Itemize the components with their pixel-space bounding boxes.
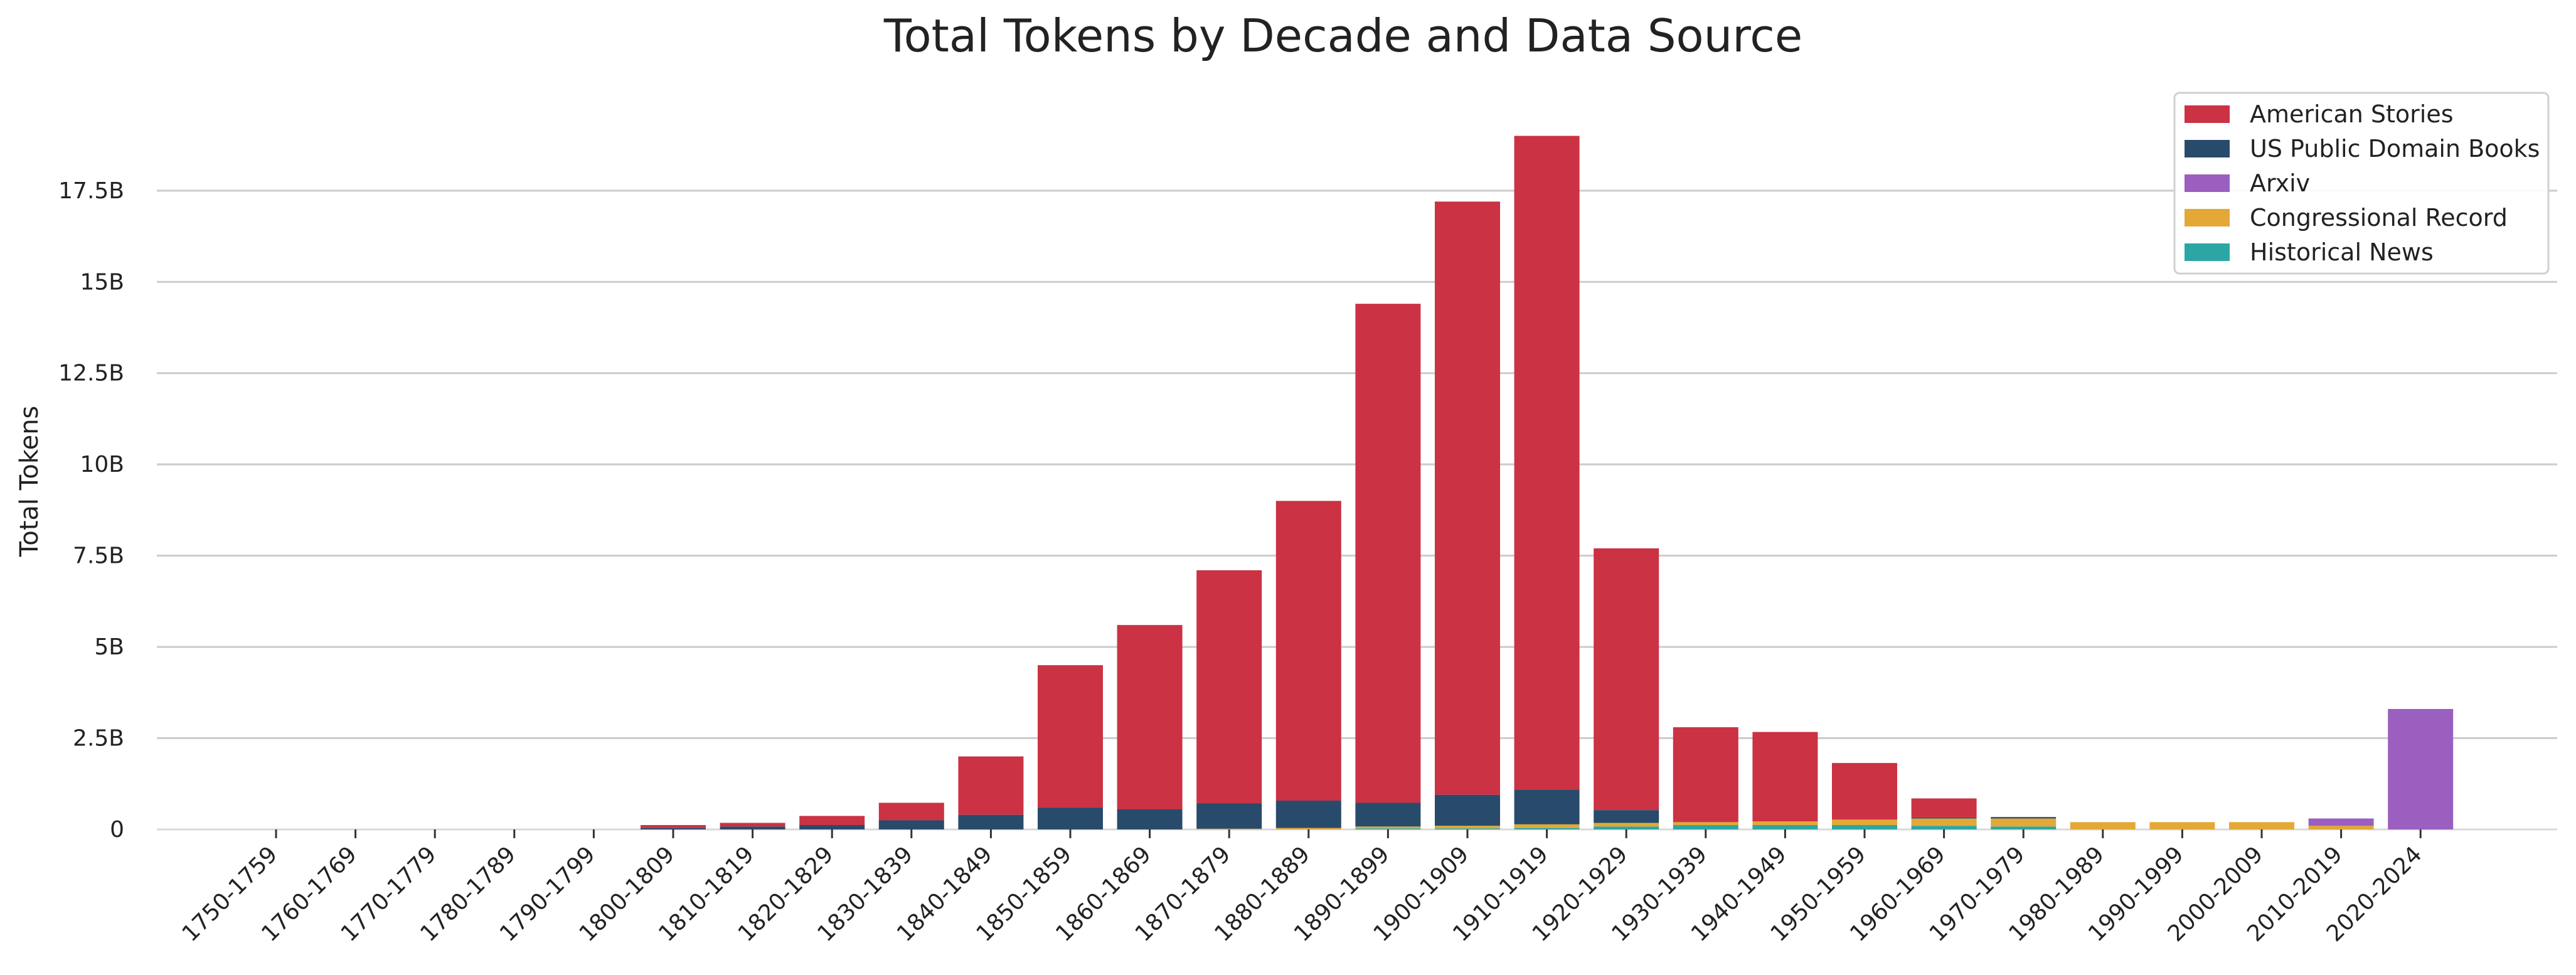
legend-label: Historical News	[2250, 238, 2434, 266]
bar-segment	[1196, 803, 1262, 829]
bar-segment	[1991, 818, 2057, 827]
bar-segment	[1514, 789, 1580, 824]
bar-segment	[1832, 819, 1897, 826]
legend-swatch	[2185, 174, 2230, 192]
bar-segment	[2308, 818, 2374, 826]
bar-segment	[720, 823, 785, 827]
bar-segment	[641, 828, 706, 829]
bar-segment	[1435, 826, 1500, 829]
legend-swatch	[2185, 209, 2230, 226]
legend-label: US Public Domain Books	[2250, 135, 2540, 162]
y-axis-label: Total Tokens	[15, 406, 44, 558]
bar-segment	[1275, 801, 1341, 828]
y-tick-label: 7.5B	[73, 543, 124, 569]
bar-segment	[1355, 828, 1421, 829]
bar-segment	[1514, 136, 1580, 790]
bar-segment	[1275, 501, 1341, 801]
y-tick-label: 0	[110, 817, 124, 843]
bar-segment	[1911, 826, 1977, 829]
y-tick-label: 5B	[94, 634, 124, 660]
legend-box	[2173, 92, 2550, 275]
bar-segment	[1752, 821, 1818, 826]
bar-segment	[1911, 817, 1977, 819]
bar-segment	[2388, 709, 2454, 829]
bar-segment	[1117, 809, 1183, 829]
bar-segment	[1832, 825, 1897, 829]
x-axis-ticks: 1750-17591760-17691770-17791780-17891790…	[178, 829, 2427, 947]
bar-segment	[1117, 625, 1183, 809]
legend-label: Arxiv	[2250, 169, 2310, 197]
legend: American Stories US Public Domain Books Ar…	[2173, 92, 2550, 275]
bar-segment	[878, 802, 944, 821]
legend-swatch	[2185, 140, 2230, 157]
bar-segment	[2070, 822, 2136, 829]
bar-segment	[878, 820, 944, 829]
y-tick-label: 15B	[80, 269, 124, 295]
bar-segment	[799, 825, 865, 829]
bar-segment	[2308, 826, 2374, 829]
bar-segment	[1038, 665, 1103, 808]
bar-segment	[1594, 823, 1659, 827]
bar-segment	[1991, 817, 2057, 819]
bar-segment	[1038, 807, 1103, 829]
bar-segment	[1435, 794, 1500, 826]
bar-segment	[2149, 822, 2215, 829]
bar-segment	[1435, 828, 1500, 829]
y-tick-label: 2.5B	[73, 726, 124, 752]
legend-label: American Stories	[2250, 100, 2454, 128]
y-tick-label: 12.5B	[58, 361, 124, 386]
y-tick-label: 10B	[80, 452, 124, 477]
bar-segment	[1673, 727, 1738, 823]
bar-segment	[1991, 826, 2057, 829]
bar-segment	[1911, 798, 1977, 818]
bar-segment	[1673, 822, 1738, 826]
y-axis-ticks: 0 2.5B 5B 7.5B 10B 12.5B 15B 17.5B	[58, 178, 124, 843]
bar-segment	[1594, 810, 1659, 823]
bar-segment	[1911, 818, 1977, 826]
bar-segment	[1514, 824, 1580, 828]
bar-segment	[958, 756, 1024, 815]
bar-segment	[2229, 822, 2294, 829]
bar-segment	[1196, 570, 1262, 804]
bars	[641, 136, 2454, 829]
bar-segment	[1594, 548, 1659, 811]
bar-segment	[1832, 763, 1897, 820]
bar-segment	[641, 825, 706, 828]
bar-segment	[1514, 828, 1580, 829]
legend-label: Congressional Record	[2250, 204, 2508, 232]
bar-segment	[720, 826, 785, 829]
bar-segment	[799, 816, 865, 826]
bar-segment	[958, 814, 1024, 829]
bar-segment	[1355, 802, 1421, 827]
bar-segment	[1752, 732, 1818, 822]
bar-segment	[1673, 825, 1738, 829]
chart-title: Total Tokens by Decade and Data Source	[883, 9, 1802, 62]
bar-segment	[1594, 826, 1659, 829]
bar-segment	[1752, 825, 1818, 829]
legend-swatch	[2185, 105, 2230, 123]
bar-segment	[1275, 828, 1341, 829]
bar-segment	[1355, 304, 1421, 803]
bar-segment	[1435, 201, 1500, 795]
bar-segment	[1355, 826, 1421, 829]
legend-swatch	[2185, 243, 2230, 261]
y-tick-label: 17.5B	[58, 178, 124, 204]
